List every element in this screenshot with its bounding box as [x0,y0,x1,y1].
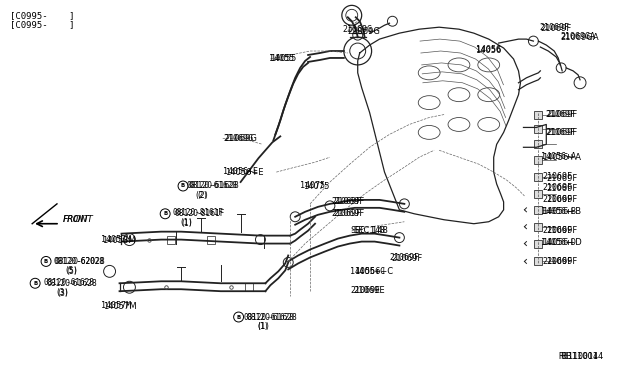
Text: 08120-8161F: 08120-8161F [173,208,223,218]
Text: 21069F: 21069F [547,195,577,204]
Text: 14057M: 14057M [102,302,136,311]
Text: 21069F: 21069F [333,209,364,218]
Text: (5): (5) [66,267,77,276]
Text: 08120-61628: 08120-61628 [44,278,95,287]
Text: 21069G: 21069G [348,27,381,36]
Text: 14075: 14075 [300,182,324,190]
Text: 21069F: 21069F [547,185,577,193]
Text: 14056: 14056 [475,45,501,55]
Text: 14056: 14056 [476,45,500,54]
Text: 08120-8161F: 08120-8161F [174,209,225,218]
Text: 14056+C: 14056+C [351,267,385,276]
Text: 14057M: 14057M [101,301,131,311]
Text: [C0995-    ]: [C0995- ] [10,20,74,29]
Text: 21069F: 21069F [390,253,420,263]
Text: 08120-61628: 08120-61628 [46,279,97,288]
Text: 14056+A: 14056+A [542,153,581,162]
Text: 21069F: 21069F [542,183,572,192]
Bar [534,156,542,164]
Text: 21069F: 21069F [542,257,572,266]
Text: [C0995-    ]: [C0995- ] [10,11,75,20]
Text: 14055: 14055 [270,54,296,64]
Text: 21069F: 21069F [547,257,577,266]
Text: 14056+B: 14056+B [542,207,582,216]
Text: 14056+E: 14056+E [223,167,259,176]
Text: 21069F: 21069F [539,23,569,32]
Text: B: B [33,281,37,286]
Text: 08120-61628: 08120-61628 [246,312,298,321]
Text: 21069F: 21069F [547,128,577,137]
Text: 21069F: 21069F [547,226,577,235]
Text: RB110014: RB110014 [558,352,598,361]
Text: 14056+E: 14056+E [225,168,263,177]
Text: 08120-62028: 08120-62028 [54,257,105,266]
Text: 14056+D: 14056+D [542,238,582,247]
Text: (2): (2) [195,191,209,200]
Bar [534,173,542,181]
Text: (1): (1) [257,323,268,331]
Text: (3): (3) [57,289,68,298]
Text: 21069F: 21069F [542,195,572,204]
Text: SEC.148: SEC.148 [351,226,385,235]
Text: 14056+D: 14056+D [541,238,576,247]
Text: (3): (3) [55,288,69,297]
Text: 14055: 14055 [269,54,294,63]
Text: 21069F: 21069F [545,109,575,119]
Text: (1): (1) [179,218,193,227]
Text: FRONT: FRONT [63,215,90,224]
Text: 21069F: 21069F [332,209,362,218]
Text: RB110014: RB110014 [560,352,604,361]
Bar [534,190,542,198]
Text: 21069G: 21069G [223,134,253,142]
Text: 21069F: 21069F [332,197,362,206]
Text: 08120-61628: 08120-61628 [244,312,294,321]
Bar [167,235,175,244]
Text: 21069G: 21069G [342,25,372,33]
Bar [534,223,542,231]
Text: (1): (1) [181,219,192,228]
Text: B: B [181,183,185,189]
Text: 08120-61628: 08120-61628 [189,182,240,190]
Text: (2): (2) [197,192,207,201]
Text: 21069F: 21069F [547,110,577,119]
Text: 21069F: 21069F [392,254,422,263]
Text: 14056+C: 14056+C [354,267,393,276]
Text: 08120-62028: 08120-62028 [53,257,104,266]
Text: 14053M: 14053M [102,236,135,245]
Text: (1): (1) [257,322,270,331]
Text: 21069GA: 21069GA [560,32,595,41]
Bar [534,206,542,214]
Text: 21069E: 21069E [354,286,385,295]
Text: 21069F: 21069F [542,226,572,235]
Text: 21069E: 21069E [351,286,381,295]
Bar [244,283,253,291]
Text: B: B [44,259,48,264]
Text: SEC.148: SEC.148 [354,226,388,235]
Bar [534,140,542,148]
Text: (5): (5) [65,266,79,275]
Bar [534,125,542,134]
Text: B: B [237,314,241,320]
Bar [534,240,542,247]
Text: FRONT: FRONT [63,215,93,224]
Text: 14053M: 14053M [101,235,131,244]
Bar [207,235,215,244]
Text: 21069F: 21069F [333,198,364,206]
Text: 21069F: 21069F [542,172,572,181]
Bar [534,257,542,265]
Text: 14075: 14075 [303,183,330,192]
Bar [534,110,542,119]
Text: 21069F: 21069F [545,128,575,137]
Text: 21069GA: 21069GA [560,33,599,42]
Text: 21069G: 21069G [225,134,257,143]
Text: 21069F: 21069F [540,24,572,33]
Text: 21069F: 21069F [547,174,577,183]
Text: 14056+A: 14056+A [541,152,576,161]
Text: B: B [163,211,167,216]
Text: 08120-61628: 08120-61628 [187,182,237,190]
Text: 14056+B: 14056+B [541,207,576,217]
